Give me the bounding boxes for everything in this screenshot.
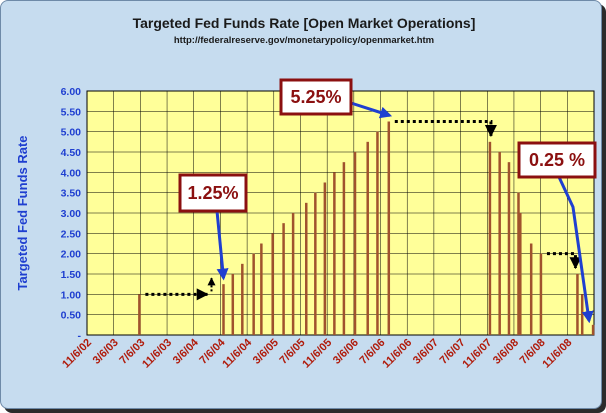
rate-bar [576, 274, 579, 335]
bars [138, 121, 595, 335]
flat-rate-arrow-2006 [394, 120, 497, 138]
x-tick-label: 11/6/06 [380, 337, 414, 371]
chart-subtitle: http://federalreserve.gov/monetarypolicy… [174, 35, 434, 46]
rate-bar [305, 202, 308, 335]
rate-bar [241, 263, 244, 335]
rate-bar [580, 294, 584, 335]
rate-bar [488, 141, 492, 335]
y-axis-label: Targeted Fed Funds Rate [15, 135, 30, 290]
y-tick-labels: - 0.50 1.00 1.50 2.00 2.50 3.00 3.50 4.00 4.50 5.0… [61, 86, 82, 342]
rate-arrows [145, 120, 582, 301]
rate-bar [231, 274, 235, 335]
annotation-label: 5.25% [290, 87, 341, 107]
y-tick-label: 4.50 [61, 147, 82, 159]
annotation-box [517, 141, 597, 179]
annotation-label: 1.25% [187, 183, 238, 203]
annotation-box [279, 78, 353, 116]
y-tick-label: 4.00 [61, 167, 82, 179]
annotations: 1.25% 5.25% 0.25 % [178, 78, 597, 324]
x-tick-label: 3/6/06 [331, 337, 361, 367]
rate-bar [498, 152, 501, 335]
x-tick-label: 3/6/08 [491, 337, 521, 367]
rate-bar [222, 284, 225, 335]
rate-bar [252, 253, 255, 335]
rate-bar [591, 324, 595, 335]
annotation-label: 0.25 % [529, 150, 585, 170]
x-tick-label: 11/6/03 [140, 337, 174, 371]
rate-bar [529, 243, 533, 335]
x-tick-label: 11/6/08 [540, 337, 574, 371]
y-tick-label: 2.50 [61, 228, 82, 240]
rate-bar [282, 223, 285, 335]
y-tick-label: 6.00 [61, 86, 82, 98]
rate-bar [314, 192, 317, 335]
chart-title: Targeted Fed Funds Rate [Open Market Ope… [133, 15, 476, 31]
rate-bar [366, 141, 369, 335]
y-tick-label: 2.00 [61, 249, 82, 261]
y-tick-label: 1.00 [61, 289, 82, 301]
x-tick-labels: 11/6/023/6/037/6/0311/6/033/6/047/6/0411… [60, 336, 574, 371]
x-tick-label: 11/6/07 [460, 337, 494, 371]
x-tick-label: 11/6/05 [300, 337, 334, 371]
flat-rate-arrow-2008 [546, 252, 582, 270]
rate-bar [353, 152, 357, 335]
annotation-arrow [350, 101, 393, 119]
rate-bar [376, 131, 379, 335]
annotation-box [178, 173, 248, 213]
x-tick-label: 3/6/03 [91, 337, 121, 367]
rate-bar [342, 162, 346, 335]
x-tick-label: 11/6/04 [220, 336, 255, 371]
rate-bar [291, 213, 295, 335]
rate-bar [517, 192, 520, 335]
rate-bar [387, 121, 391, 335]
y-tick-label: 1.50 [61, 269, 82, 281]
x-tick-label: 3/6/04 [171, 336, 202, 367]
rate-bar [519, 213, 522, 335]
x-tick-label: 3/6/05 [251, 337, 281, 367]
rate-bar [507, 162, 511, 335]
rate-bar [333, 172, 336, 335]
y-tick-label: 0.50 [61, 310, 82, 322]
rate-bar [271, 233, 274, 335]
annotation-arrow [557, 176, 594, 324]
chart-canvas: Targeted Fed Funds Rate [Open Market Ope… [15, 15, 597, 371]
rate-bar [138, 294, 141, 335]
annotation-arrow [215, 210, 229, 281]
y-tick-label: 3.00 [61, 208, 82, 220]
rate-bar [260, 243, 263, 335]
rate-bar [539, 253, 543, 335]
y-tick-label: 5.00 [61, 127, 82, 139]
rate-bar [323, 182, 327, 335]
y-tick-label: 5.50 [61, 106, 82, 118]
y-tick-label: - [78, 330, 82, 342]
y-tick-label: 3.50 [61, 188, 82, 200]
x-tick-label: 3/6/07 [411, 337, 441, 367]
